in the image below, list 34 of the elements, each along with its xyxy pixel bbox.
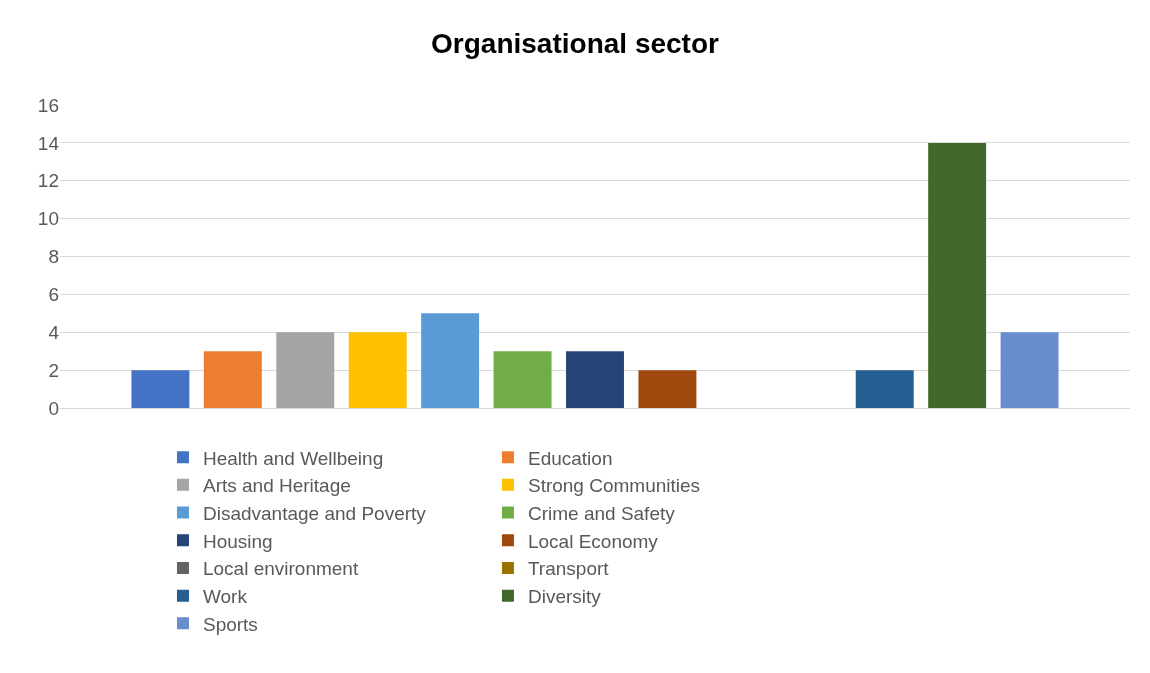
legend-label: Education	[527, 447, 613, 469]
bar	[493, 351, 552, 408]
y-tick-label: 0	[48, 397, 59, 419]
chart-title: Organisational sector	[431, 28, 720, 60]
y-tick-label: 2	[48, 359, 59, 381]
legend-label: Disadvantage and Poverty	[202, 502, 427, 524]
bar	[638, 370, 697, 408]
bar	[928, 142, 987, 408]
legend-label: Strong Communities	[527, 475, 701, 497]
bar	[131, 370, 190, 408]
y-tick-label: 16	[37, 94, 59, 116]
bar	[203, 351, 262, 408]
y-tick-label: 12	[37, 170, 59, 192]
legend-label: Diversity	[527, 586, 602, 608]
bar	[348, 332, 407, 408]
bar	[421, 313, 480, 408]
bar	[276, 332, 335, 408]
bar	[566, 351, 624, 408]
legend-label: Local Economy	[527, 530, 659, 552]
y-tick-label: 8	[48, 246, 59, 268]
legend-label: Work	[202, 586, 248, 608]
bar	[1000, 332, 1059, 408]
legend-label: Health and Wellbeing	[202, 447, 384, 469]
legend-label: Local environment	[202, 558, 359, 580]
y-tick-label: 6	[48, 284, 59, 306]
legend-label: Sports	[202, 613, 258, 635]
legend-label: Housing	[202, 530, 273, 552]
y-tick-label: 10	[37, 208, 59, 230]
legend-label: Arts and Heritage	[202, 475, 351, 497]
legend-label: Crime and Safety	[527, 502, 676, 524]
y-tick-label: 14	[37, 132, 60, 154]
bar	[855, 370, 914, 408]
y-tick-label: 4	[48, 321, 60, 343]
legend-label: Transport	[527, 558, 610, 580]
